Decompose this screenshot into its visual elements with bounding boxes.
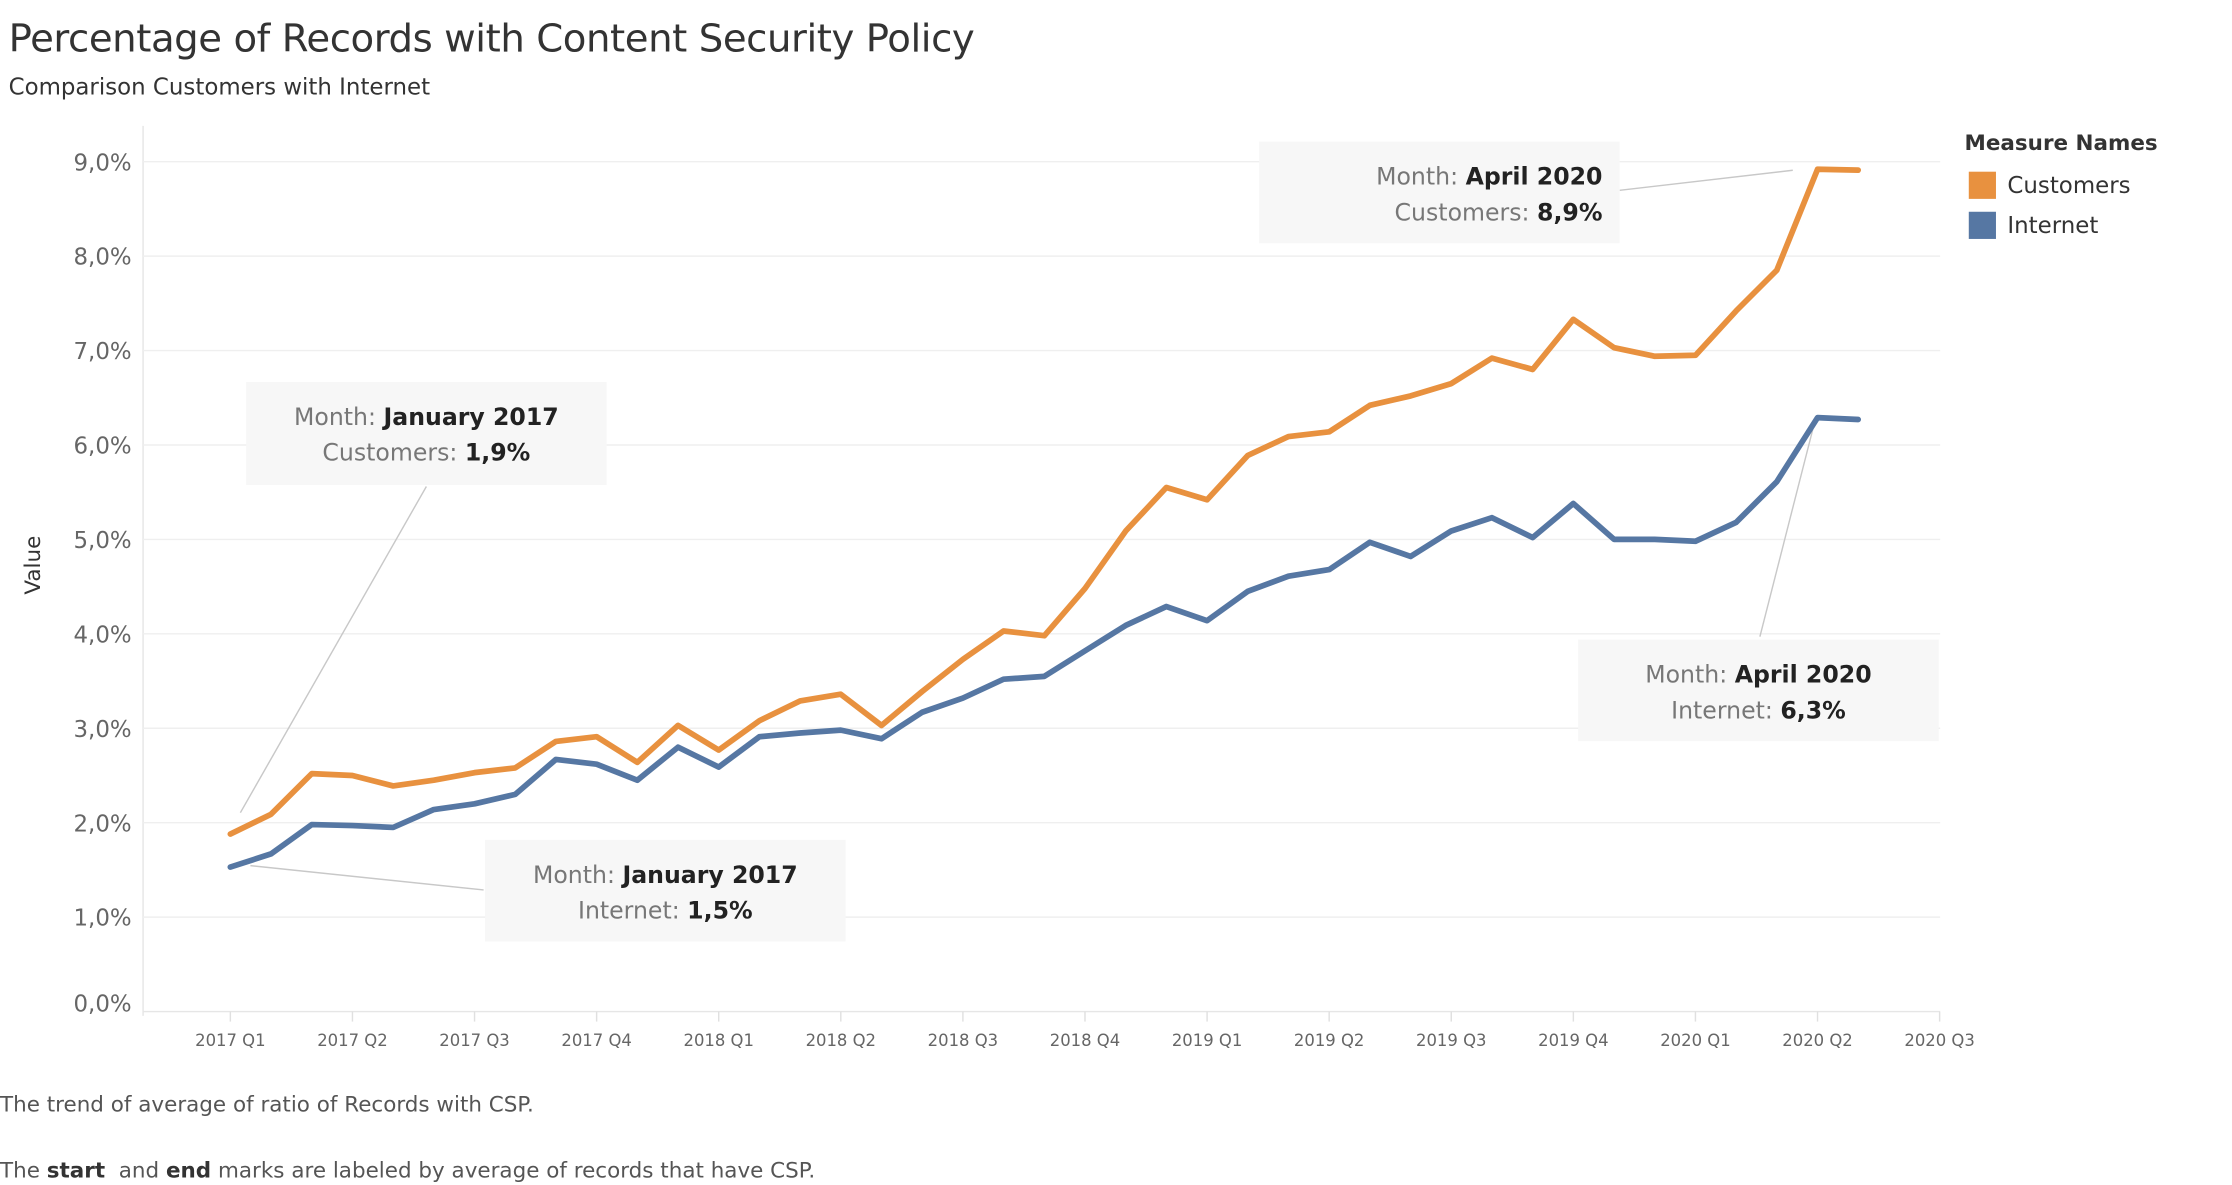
chart-title: Percentage of Records with Content Secur… [8,17,975,62]
y-axis-title: Value [21,536,46,595]
annotation-leader-line [239,486,427,814]
annotation-leader-line [250,864,484,891]
annotation-internet-start: Month: January 2017 Internet: 1,5% [485,839,846,942]
y-tick-label: 1,0% [74,906,132,932]
x-tick-label: 2017 Q2 [317,1031,387,1050]
caption-trend: The trend of average of ratio of Records… [0,1091,534,1118]
annotation-label: Customers: [322,439,458,467]
caption-bold-end: end [165,1157,212,1184]
annotation-leader-line [1619,169,1793,192]
x-tick-label: 2019 Q2 [1294,1031,1364,1050]
annotation-customers-start: Month: January 2017 Customers: 1,9% [246,382,607,486]
x-tick-label: 2018 Q4 [1050,1031,1120,1050]
y-tick-label: 7,0% [74,339,132,365]
annotation-month: January 2017 [622,861,798,889]
x-tick-label: 2018 Q1 [683,1031,753,1050]
y-tick-label: 5,0% [74,528,132,554]
caption-bold-start: start [46,1157,106,1184]
legend-item-customers[interactable]: Customers [1964,165,2157,205]
x-tick-label: 2019 Q4 [1538,1031,1608,1050]
annotation-month: April 2020 [1734,661,1872,689]
x-tick-label: 2019 Q3 [1416,1031,1486,1050]
annotation-value: 1,5% [687,897,753,925]
annotation-leader-line [1759,429,1814,637]
series-line-internet [227,414,1862,870]
legend-title: Measure Names [1964,130,2158,156]
annotation-value: 8,9% [1537,198,1603,227]
annotation-label: Internet: [1671,696,1773,724]
annotation-month: January 2017 [383,403,559,431]
y-tick-label: 9,0% [74,150,132,176]
y-tick-label: 8,0% [74,245,132,271]
annotation-label: Month: [1645,661,1728,689]
legend-swatch-internet [1968,211,1996,239]
series-line-customers [227,166,1862,837]
x-tick-label: 2017 Q1 [195,1031,265,1050]
annotation-label: Internet: [577,897,680,925]
legend-label: Customers [2007,170,2131,199]
annotation-value: 6,3% [1780,696,1846,724]
annotation-month: April 2020 [1465,163,1603,191]
legend-swatch-customers [1968,170,1996,199]
legend-item-internet[interactable]: Internet [1964,205,2157,245]
y-tick-label: 4,0% [74,622,132,648]
annotation-label: Month: [532,861,615,889]
annotation-label: Month: [1376,163,1459,191]
x-tick-label: 2020 Q2 [1782,1031,1852,1050]
x-tick-label: 2019 Q1 [1172,1031,1242,1050]
x-tick-label: 2018 Q2 [806,1031,876,1050]
annotation-customers-end: Month: April 2020 Customers: 8,9% [1259,141,1620,244]
caption-text: marks are labeled by average of records … [211,1157,816,1184]
chart-subtitle: Comparison Customers with Internet [8,72,431,101]
annotation-internet-end: Month: April 2020 Internet: 6,3% [1578,639,1939,742]
x-tick-label: 2018 Q3 [928,1031,998,1050]
y-tick-label: 3,0% [74,717,132,743]
caption-text: and [105,1157,166,1184]
legend-label: Internet [2007,211,2099,239]
y-tick-label: 0,0% [74,992,132,1018]
annotation-label: Customers: [1394,198,1530,227]
caption-marks: The start and end marks are labeled by a… [0,1158,815,1184]
legend: Measure Names Customers Internet [1964,130,2158,245]
x-tick-label: 2020 Q1 [1660,1031,1730,1050]
annotation-label: Month: [294,403,376,431]
caption-text: The [0,1157,47,1184]
x-tick-label: 2020 Q3 [1904,1031,1974,1050]
x-tick-label: 2017 Q4 [561,1031,631,1050]
x-tick-label: 2017 Q3 [439,1031,509,1050]
y-tick-label: 6,0% [74,434,132,460]
annotation-value: 1,9% [464,439,531,467]
y-tick-label: 2,0% [74,811,132,837]
